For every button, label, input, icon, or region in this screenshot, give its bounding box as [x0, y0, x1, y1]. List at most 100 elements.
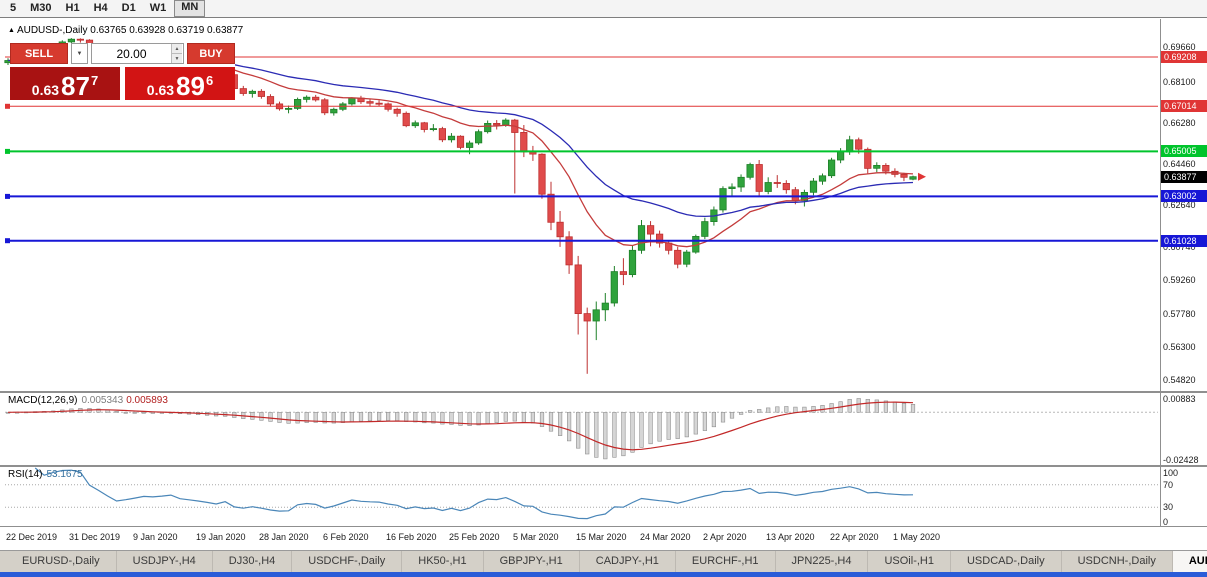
- macd-axis-label: -0.02428: [1163, 455, 1199, 465]
- buy-price-button[interactable]: 0.63 89 6: [125, 67, 235, 100]
- candle-down: [773, 182, 781, 184]
- chart-title: ▲ AUDUSD-,Daily 0.63765 0.63928 0.63719 0…: [8, 25, 243, 36]
- candle-down: [656, 233, 664, 244]
- window-edge: [0, 572, 1207, 577]
- candle-up: [484, 123, 492, 133]
- rsi-axis-label: 70: [1163, 480, 1174, 490]
- timeframe-button-d1[interactable]: D1: [121, 2, 136, 14]
- chart-tab-hk50-h1[interactable]: HK50-,H1: [402, 551, 484, 572]
- candle-up: [465, 142, 474, 148]
- chart-tab-usdchf-daily[interactable]: USDCHF-,Daily: [292, 551, 403, 572]
- price-level-label: 0.61028: [1161, 235, 1207, 247]
- candle-down: [420, 122, 428, 130]
- macd-signal-line: [7, 401, 914, 451]
- volume-increase-button[interactable]: ▲: [171, 44, 182, 54]
- chart-tab-usdcnh-daily[interactable]: USDCNH-,Daily: [1062, 551, 1173, 572]
- timeframe-toolbar: 5 M30 H1 H4 D1 W1 MN: [0, 0, 1207, 18]
- chart-tab-audusd-daily[interactable]: AUDUSD-,Daily: [1172, 551, 1207, 572]
- chart-tab-gbpjpy-h1[interactable]: GBPJPY-,H1: [484, 551, 580, 572]
- timeframe-button-h1[interactable]: H1: [65, 2, 80, 14]
- chart-tabs-bar: EURUSD-,Daily USDJPY-,H4 DJ30-,H4 USDCHF-,D…: [0, 550, 1207, 572]
- chart-tab-eurusd-daily[interactable]: EURUSD-,Daily: [6, 551, 117, 572]
- candle-up: [429, 128, 438, 131]
- rsi-axis-label: 0: [1163, 517, 1169, 527]
- timeframe-button-mn[interactable]: MN: [174, 0, 206, 17]
- axis-divider: [1160, 19, 1161, 527]
- candle-up: [293, 99, 302, 109]
- candle-up: [628, 249, 637, 276]
- time-axis[interactable]: 22 Dec 2019 31 Dec 2019 9 Jan 2020 19 Jan 2…: [0, 527, 1207, 550]
- price-tick: 0.60740: [1163, 242, 1196, 252]
- panel-separator[interactable]: [0, 391, 1207, 393]
- macd-axis-label: 0.00883: [1163, 394, 1196, 404]
- chart-tab-usdcad-daily[interactable]: USDCAD-,Daily: [951, 551, 1062, 572]
- candle-down: [402, 112, 410, 127]
- bid-price-major: 0.63: [31, 82, 60, 98]
- sell-button[interactable]: SELL: [10, 43, 68, 64]
- panel-separator[interactable]: [0, 465, 1207, 467]
- buy-button[interactable]: BUY: [187, 43, 235, 64]
- macd-indicator-label: MACD(12,26,9) 0.005343 0.005893: [8, 395, 168, 406]
- level-handle: [5, 103, 10, 109]
- candle-down: [257, 90, 266, 97]
- price-tick: 0.54820: [1163, 375, 1196, 385]
- one-click-trading-panel: SELL ▼ ▲ ▼ BUY 0.63 87 7 0.63 89: [10, 43, 235, 100]
- current-price-label: 0.63877: [1161, 171, 1207, 183]
- rsi-value: 53.1675: [46, 469, 83, 480]
- candle-up: [303, 96, 311, 100]
- chart-tab-eurchf-h1[interactable]: EURCHF-,H1: [676, 551, 776, 572]
- timeframe-button-m30[interactable]: M30: [30, 2, 52, 14]
- candle-up: [728, 186, 736, 190]
- sell-price-button[interactable]: 0.63 87 7: [10, 67, 120, 100]
- chart-symbol: AUDUSD-,Daily: [16, 25, 88, 36]
- candle-down: [76, 38, 84, 41]
- candle-down: [864, 148, 872, 169]
- timeframe-button-h4[interactable]: H4: [93, 2, 108, 14]
- rsi-title: RSI(14): [8, 469, 43, 480]
- price-tick: 0.62640: [1163, 200, 1196, 210]
- price-tick: 0.66280: [1163, 118, 1196, 128]
- chart-tab-jpn225-h4[interactable]: JPN225-,H4: [776, 551, 869, 572]
- candle-up: [502, 119, 510, 126]
- chart-tab-usoil-h1[interactable]: USOil-,H1: [868, 551, 951, 572]
- candle-up: [610, 271, 618, 304]
- price-axis[interactable]: 0.69660 0.68100 0.66280 0.64460 0.62640 0.607…: [1161, 0, 1207, 577]
- candle-down: [556, 221, 564, 238]
- date-label: 25 Feb 2020: [449, 532, 500, 542]
- candle-up: [348, 97, 356, 105]
- candle-down: [456, 135, 465, 148]
- volume-stepper: ▲ ▼: [171, 44, 182, 63]
- candle-up: [737, 176, 745, 188]
- candle-down: [882, 164, 890, 172]
- rsi-indicator-label: RSI(14) 53.1675: [8, 469, 83, 480]
- chart-tab-cadjpy-h1[interactable]: CADJPY-,H1: [580, 551, 676, 572]
- timeframe-button-w1[interactable]: W1: [149, 2, 167, 14]
- volume-field: ▲ ▼: [91, 43, 184, 64]
- candle-down: [619, 271, 628, 275]
- candle-up: [411, 122, 419, 127]
- candle-up: [330, 108, 338, 114]
- candle-down: [647, 225, 655, 235]
- candle-up: [67, 38, 75, 43]
- date-label: 22 Apr 2020: [830, 532, 879, 542]
- price-tick: 0.56300: [1163, 342, 1196, 352]
- candle-down: [266, 96, 275, 105]
- candle-down: [366, 101, 374, 104]
- chart-tab-usdjpy-h4[interactable]: USDJPY-,H4: [117, 551, 213, 572]
- price-tick: 0.57780: [1163, 309, 1196, 319]
- date-label: 22 Dec 2019: [6, 532, 58, 542]
- volume-dropdown[interactable]: ▼: [71, 43, 88, 64]
- volume-input[interactable]: [92, 46, 183, 61]
- quote-row: 0.63 87 7 0.63 89 6: [10, 67, 235, 100]
- macd-pane: [5, 398, 1158, 460]
- candle-up: [447, 135, 456, 141]
- volume-decrease-button[interactable]: ▼: [171, 54, 182, 63]
- chart-ohlc-values: 0.63765 0.63928 0.63719 0.63877: [90, 25, 244, 36]
- date-label: 9 Jan 2020: [133, 532, 178, 542]
- chart-tab-dj30-h4[interactable]: DJ30-,H4: [213, 551, 293, 572]
- timeframe-button-5[interactable]: 5: [10, 2, 17, 14]
- price-tick: 0.64460: [1163, 159, 1196, 169]
- candle-down: [674, 249, 682, 265]
- ask-price-major: 0.63: [146, 82, 175, 98]
- candle-down: [782, 182, 790, 191]
